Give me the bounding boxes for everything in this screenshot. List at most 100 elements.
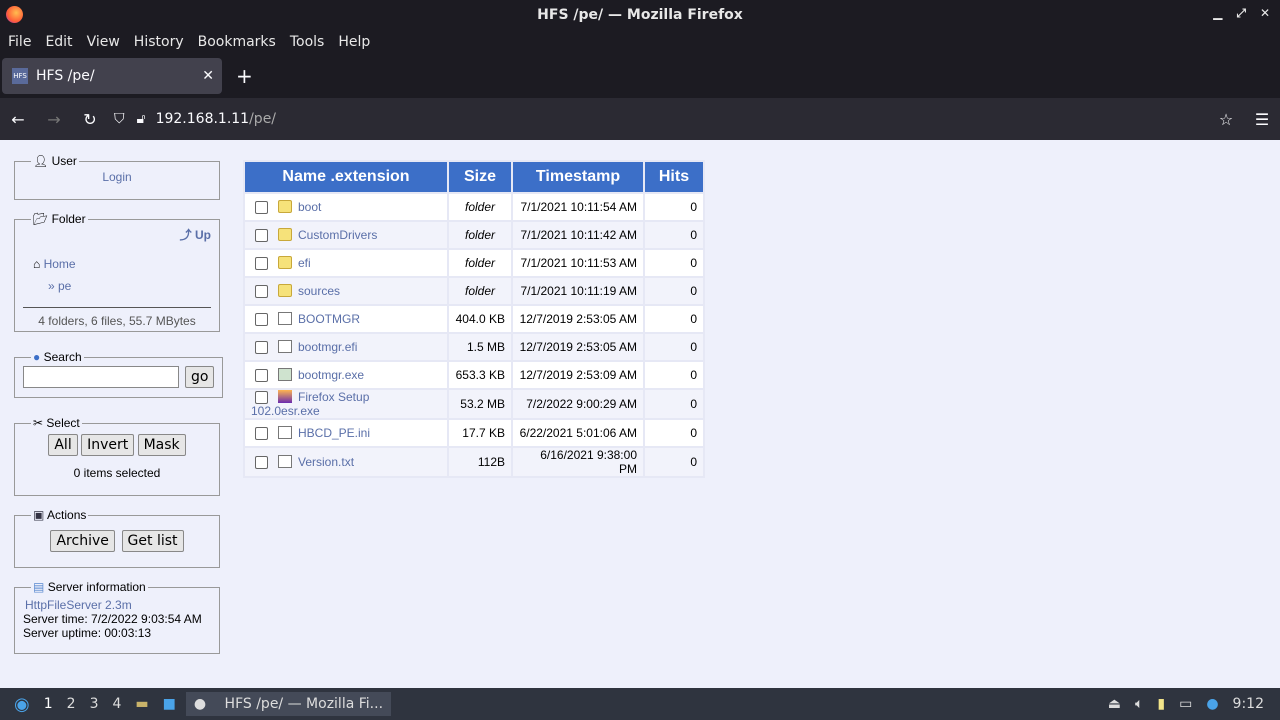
- scissors-icon: ✂: [33, 416, 44, 430]
- file-link[interactable]: BOOTMGR: [298, 311, 360, 326]
- column-header-name[interactable]: Name .extension: [245, 162, 447, 192]
- table-row: efi folder 7/1/2021 10:11:53 AM 0: [245, 250, 703, 276]
- file-link[interactable]: bootmgr.exe: [298, 367, 365, 382]
- volume-icon[interactable]: 🔈︎: [1134, 696, 1144, 712]
- menu-view[interactable]: View: [86, 34, 120, 50]
- file-icon: [278, 311, 292, 325]
- row-checkbox[interactable]: [255, 229, 268, 243]
- size-cell: folder: [449, 278, 511, 304]
- file-link[interactable]: sources: [298, 283, 341, 298]
- archive-button[interactable]: Archive: [50, 530, 115, 552]
- shield-icon[interactable]: ⛉: [114, 111, 125, 127]
- lock-icon[interactable]: 🔓︎: [136, 111, 146, 127]
- table-row: Firefox Setup 102.0esr.exe 53.2 MB 7/2/2…: [245, 390, 703, 419]
- maximize-icon[interactable]: ⤢: [1236, 6, 1246, 20]
- url-bar[interactable]: ⛉ 🔓︎ 192.168.1.11/pe/: [114, 103, 1202, 135]
- table-row: CustomDrivers folder 7/1/2021 10:11:42 A…: [245, 222, 703, 248]
- menu-help[interactable]: Help: [338, 34, 371, 50]
- file-link[interactable]: bootmgr.efi: [298, 339, 358, 354]
- home-link[interactable]: Home: [43, 257, 76, 271]
- workspace-3[interactable]: 3: [89, 696, 99, 712]
- bookmark-star-icon[interactable]: ☆: [1218, 109, 1234, 129]
- desktop-icon[interactable]: ■: [162, 696, 176, 712]
- file-icon: [278, 455, 292, 469]
- menu-file[interactable]: File: [8, 34, 32, 50]
- row-checkbox[interactable]: [255, 369, 268, 383]
- size-cell: 53.2 MB: [449, 390, 511, 419]
- eject-icon[interactable]: ⏏: [1107, 696, 1121, 712]
- forward-icon[interactable]: →: [47, 109, 61, 129]
- file-link[interactable]: boot: [298, 199, 322, 214]
- workspace-1[interactable]: 1: [43, 696, 53, 712]
- actions-legend: Actions: [47, 508, 87, 522]
- size-cell: 653.3 KB: [449, 362, 511, 388]
- timestamp-cell: 12/7/2019 2:53:09 AM: [513, 362, 643, 388]
- table-row: boot folder 7/1/2021 10:11:54 AM 0: [245, 194, 703, 220]
- save-icon: ▣: [33, 508, 45, 522]
- file-link[interactable]: Firefox Setup 102.0esr.exe: [251, 390, 370, 419]
- hamburger-menu-icon[interactable]: ☰: [1254, 109, 1270, 129]
- hfs-version-link[interactable]: HttpFileServer 2.3m: [25, 598, 132, 612]
- row-checkbox[interactable]: [255, 313, 268, 327]
- column-header-timestamp[interactable]: Timestamp: [513, 162, 643, 192]
- notification-icon[interactable]: ●: [1206, 696, 1219, 712]
- tab-hfs[interactable]: HFS HFS /pe/ ✕: [2, 58, 222, 94]
- new-tab-icon[interactable]: +: [236, 64, 253, 88]
- file-link[interactable]: HBCD_PE.ini: [298, 426, 371, 441]
- row-checkbox[interactable]: [255, 427, 268, 441]
- workspace-4[interactable]: 4: [112, 696, 122, 712]
- row-checkbox[interactable]: [255, 257, 268, 271]
- timestamp-cell: 6/16/2021 9:38:00 PM: [513, 448, 643, 477]
- login-link[interactable]: Login: [102, 170, 132, 184]
- row-checkbox[interactable]: [255, 201, 268, 215]
- invert-button[interactable]: Invert: [81, 434, 135, 456]
- select-all-button[interactable]: All: [48, 434, 78, 456]
- start-menu-icon[interactable]: ◉: [14, 693, 30, 715]
- exe-icon: [278, 367, 292, 381]
- search-input[interactable]: [23, 366, 179, 388]
- menu-edit[interactable]: Edit: [45, 34, 73, 50]
- name-cell: bootmgr.exe: [245, 362, 447, 388]
- close-window-icon[interactable]: ✕: [1259, 6, 1270, 20]
- file-link[interactable]: CustomDrivers: [298, 227, 378, 242]
- taskbar-firefox-window[interactable]: ● HFS /pe/ — Mozilla Fi...: [185, 692, 392, 716]
- hits-cell: 0: [645, 278, 703, 304]
- close-tab-icon[interactable]: ✕: [202, 68, 214, 84]
- row-checkbox[interactable]: [255, 391, 268, 405]
- name-cell: CustomDrivers: [245, 222, 447, 248]
- up-link[interactable]: ⤴ Up: [179, 228, 211, 242]
- mask-button[interactable]: Mask: [137, 434, 186, 456]
- select-legend: Select: [46, 416, 80, 430]
- back-icon[interactable]: ←: [11, 109, 25, 129]
- column-header-size[interactable]: Size: [449, 162, 511, 192]
- menu-bookmarks[interactable]: Bookmarks: [197, 34, 276, 50]
- go-button[interactable]: go: [185, 366, 215, 388]
- menu-tools[interactable]: Tools: [289, 34, 325, 50]
- folder-icon: [278, 227, 292, 241]
- menu-history[interactable]: History: [133, 34, 184, 50]
- file-manager-icon[interactable]: ▬: [135, 696, 149, 712]
- network-icon[interactable]: ▭: [1179, 696, 1193, 712]
- get-list-button[interactable]: Get list: [121, 530, 184, 552]
- hits-cell: 0: [645, 194, 703, 220]
- reload-icon[interactable]: ↻: [83, 109, 97, 129]
- workspace-2[interactable]: 2: [66, 696, 76, 712]
- table-row: HBCD_PE.ini 17.7 KB 6/22/2021 5:01:06 AM…: [245, 420, 703, 447]
- column-header-hits[interactable]: Hits: [645, 162, 703, 192]
- row-checkbox[interactable]: [255, 285, 268, 299]
- table-row: Version.txt 112B 6/16/2021 9:38:00 PM 0: [245, 448, 703, 477]
- minimize-icon[interactable]: ▁: [1213, 6, 1223, 20]
- file-icon: [278, 339, 292, 353]
- table-row: bootmgr.efi 1.5 MB 12/7/2019 2:53:05 AM …: [245, 334, 703, 360]
- home-icon: ⌂: [33, 257, 41, 271]
- timestamp-cell: 7/1/2021 10:11:54 AM: [513, 194, 643, 220]
- file-link[interactable]: efi: [298, 255, 311, 270]
- hits-cell: 0: [645, 222, 703, 248]
- file-link[interactable]: Version.txt: [298, 455, 355, 470]
- row-checkbox[interactable]: [255, 341, 268, 355]
- clipboard-icon[interactable]: ▮: [1157, 696, 1166, 712]
- hfs-favicon-icon: HFS: [12, 68, 28, 84]
- row-checkbox[interactable]: [255, 456, 268, 470]
- timestamp-cell: 6/22/2021 5:01:06 AM: [513, 420, 643, 447]
- name-cell: Version.txt: [245, 448, 447, 477]
